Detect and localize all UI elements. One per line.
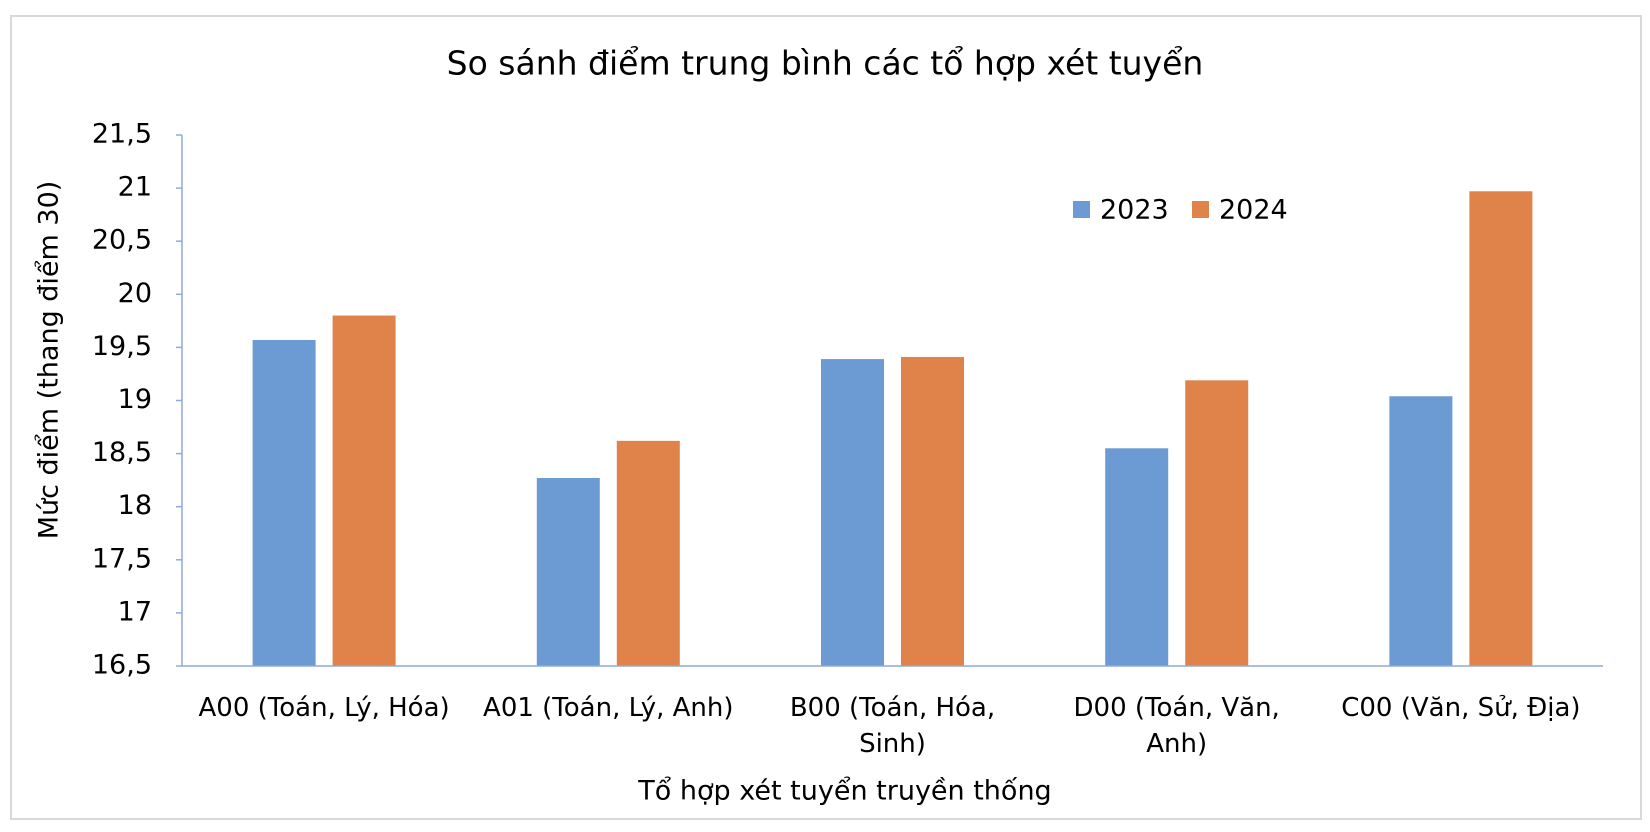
y-tick-label: 17,5 (92, 543, 152, 574)
legend-swatch (1073, 201, 1090, 218)
bar (821, 359, 884, 666)
bar (616, 440, 680, 666)
y-tick-label: 19,5 (92, 331, 152, 362)
y-tick-label: 16,5 (92, 650, 152, 681)
y-tick-label: 18,5 (92, 437, 152, 468)
x-tick-label: A01 (Toán, Lý, Anh) (483, 693, 734, 723)
bar (332, 315, 396, 666)
legend-label: 2024 (1219, 195, 1288, 226)
bar (252, 339, 316, 666)
y-axis-title: Mức điểm (thang điểm 30) (34, 181, 65, 540)
x-tick-label: B00 (Toán, Hóa, Sinh) (789, 693, 996, 759)
y-tick-label: 19 (118, 384, 152, 415)
y-tick-label: 20,5 (92, 225, 152, 256)
x-tick-label: D00 (Toán, Văn, Anh) (1073, 693, 1280, 759)
x-tick-label: A00 (Toán, Lý, Hóa) (198, 693, 450, 723)
y-tick-label: 21,5 (92, 119, 152, 150)
y-tick-label: 17 (118, 596, 152, 627)
chart-title: So sánh điểm trung bình các tổ hợp xét t… (447, 44, 1204, 83)
y-tick-label: 18 (118, 490, 152, 521)
bar (1389, 396, 1453, 666)
x-axis-title: Tổ hợp xét tuyển truyền thống (637, 776, 1051, 807)
x-tick-label: C00 (Văn, Sử, Địa) (1341, 693, 1581, 723)
y-tick-label: 20 (118, 278, 152, 309)
bar (1469, 191, 1533, 666)
legend-label: 2023 (1100, 195, 1169, 226)
legend-swatch (1192, 201, 1209, 218)
y-tick-label: 21 (118, 172, 152, 203)
bar (536, 478, 600, 666)
bar (1185, 380, 1249, 666)
bar (1105, 448, 1169, 666)
bar (901, 356, 964, 666)
